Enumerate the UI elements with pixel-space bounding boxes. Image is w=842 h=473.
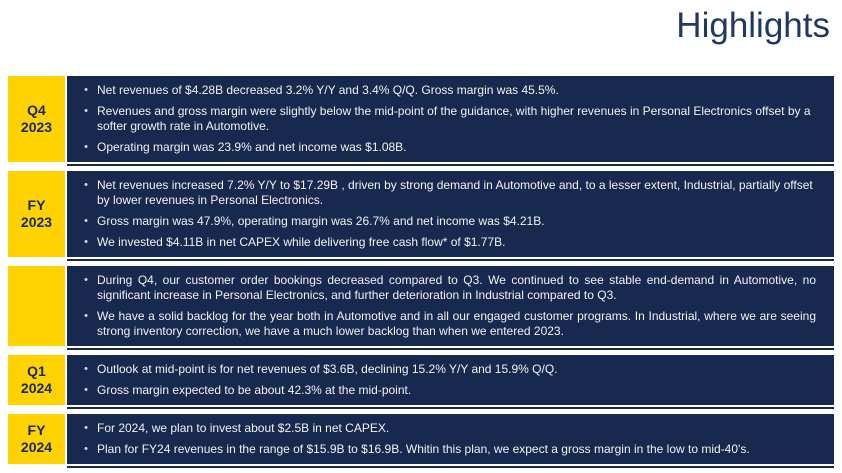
bullet-item: • During Q4, our customer order bookings …	[75, 273, 822, 303]
bullet-icon: •	[84, 236, 88, 248]
row-q4-2023: Q4 2023 • Net revenues of $4.28B decrease…	[8, 76, 834, 166]
bullet-icon: •	[84, 84, 88, 96]
bullet-item: • Net revenues of $4.28B decreased 3.2% Y…	[75, 83, 822, 98]
row-content: • During Q4, our customer order bookings …	[67, 266, 834, 350]
row-bookings: • During Q4, our customer order bookings …	[8, 266, 834, 350]
row-period-label: Q4 2023	[8, 76, 65, 162]
bullet-text: Revenues and gross margin were slightly …	[97, 104, 811, 133]
bullet-text: Plan for FY24 revenues in the range of $…	[97, 442, 750, 456]
row-period-label	[8, 266, 65, 346]
bullet-text: For 2024, we plan to invest about $2.5B …	[97, 421, 390, 435]
bullet-text: Net revenues increased 7.2% Y/Y to $17.2…	[97, 178, 813, 207]
row-period-label: FY 2023	[8, 171, 65, 257]
bullet-text: Net revenues of $4.28B decreased 3.2% Y/…	[97, 83, 559, 97]
bullet-icon: •	[84, 363, 88, 375]
bullet-text: Outlook at mid-point is for net revenues…	[97, 362, 558, 376]
bullet-item: • Net revenues increased 7.2% Y/Y to $17.…	[75, 178, 822, 208]
bullet-item: • Gross margin was 47.9%, operating margi…	[75, 214, 822, 229]
bullet-item: • For 2024, we plan to invest about $2.5B…	[75, 421, 822, 436]
bullet-text: We have a solid backlog for the year bot…	[97, 309, 816, 338]
bullet-item: • Outlook at mid-point is for net revenue…	[75, 362, 822, 377]
row-content: • For 2024, we plan to invest about $2.5B…	[67, 414, 834, 468]
row-content: • Net revenues increased 7.2% Y/Y to $17.…	[67, 171, 834, 261]
bullet-icon: •	[84, 179, 88, 191]
bullet-item: • Gross margin expected to be about 42.3%…	[75, 383, 822, 398]
bullet-text: During Q4, our customer order bookings d…	[97, 273, 816, 302]
page-title: Highlights	[676, 6, 830, 45]
row-q1-2024: Q1 2024 • Outlook at mid-point is for net…	[8, 355, 834, 409]
row-period-label: Q1 2024	[8, 355, 65, 405]
highlights-table: Q4 2023 • Net revenues of $4.28B decrease…	[8, 76, 834, 473]
bullet-item: • Plan for FY24 revenues in the range of …	[75, 442, 822, 457]
row-content: • Outlook at mid-point is for net revenue…	[67, 355, 834, 409]
row-content: • Net revenues of $4.28B decreased 3.2% Y…	[67, 76, 834, 166]
bullet-icon: •	[84, 274, 88, 286]
bullet-item: • Operating margin was 23.9% and net inco…	[75, 140, 822, 155]
bullet-text: Gross margin was 47.9%, operating margin…	[97, 214, 545, 228]
bullet-text: We invested $4.11B in net CAPEX while de…	[97, 235, 506, 249]
row-fy-2023: FY 2023 • Net revenues increased 7.2% Y/Y…	[8, 171, 834, 261]
bullet-icon: •	[84, 443, 88, 455]
row-period-label: FY 2024	[8, 414, 65, 464]
bullet-item: • We invested $4.11B in net CAPEX while d…	[75, 235, 822, 250]
bullet-text: Gross margin expected to be about 42.3% …	[97, 383, 412, 397]
bullet-icon: •	[84, 384, 88, 396]
bullet-icon: •	[84, 310, 88, 322]
bullet-icon: •	[84, 422, 88, 434]
bullet-icon: •	[84, 215, 88, 227]
bullet-text: Operating margin was 23.9% and net incom…	[97, 140, 407, 154]
bullet-item: • We have a solid backlog for the year bo…	[75, 309, 822, 339]
bullet-icon: •	[84, 105, 88, 117]
bullet-item: • Revenues and gross margin were slightly…	[75, 104, 822, 134]
row-fy-2024: FY 2024 • For 2024, we plan to invest abo…	[8, 414, 834, 468]
bullet-icon: •	[84, 141, 88, 153]
